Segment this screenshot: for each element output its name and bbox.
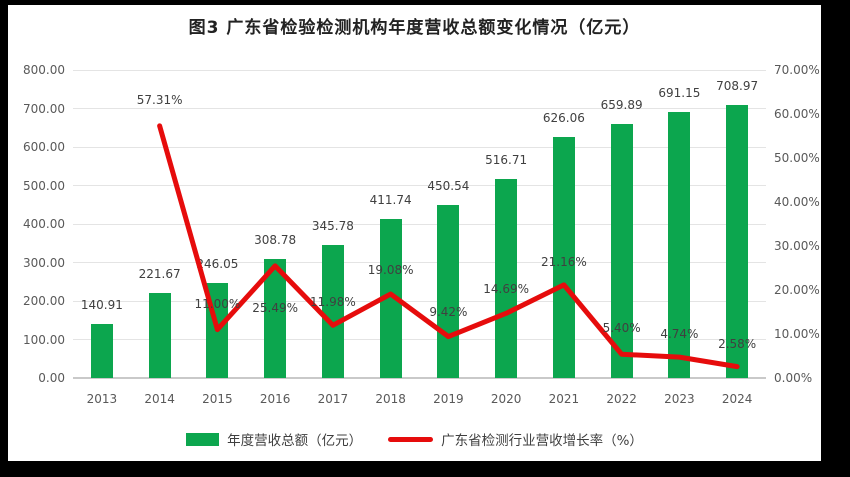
x-axis-label-2021: 2021 — [548, 392, 580, 406]
bar-label-2023: 691.15 — [658, 85, 701, 100]
gridline — [73, 69, 766, 71]
bar-2024 — [726, 105, 749, 378]
bar-label-2020: 516.71 — [485, 153, 528, 168]
y-axis-tick-right: 20.00% — [774, 283, 820, 297]
legend-label-growth-rate: 广东省检测行业营收增长率（%） — [441, 433, 643, 449]
line-point-label-2021: 21.16% — [540, 254, 587, 269]
bar-2020 — [495, 179, 518, 378]
x-axis-label-2015: 2015 — [202, 392, 233, 406]
gridline — [73, 377, 766, 379]
y-axis-tick-left: 500.00 — [23, 178, 65, 193]
legend-bar-swatch-icon — [186, 432, 220, 446]
y-axis-tick-left: 800.00 — [23, 63, 65, 77]
legend-line-swatch-icon — [388, 436, 434, 442]
x-axis-label-2024: 2024 — [721, 392, 753, 406]
y-axis-tick-right: 0.00% — [774, 371, 813, 385]
bar-label-2021: 626.06 — [542, 110, 585, 125]
bar-label-2014: 221.67 — [138, 266, 181, 281]
gridline — [73, 223, 766, 225]
bar-label-2016: 308.78 — [254, 233, 297, 248]
bar-2022 — [610, 123, 633, 378]
bar-label-2019: 450.54 — [427, 178, 470, 193]
line-point-label-2016: 25.49% — [252, 300, 298, 315]
x-axis-label-2020: 2020 — [490, 392, 522, 406]
line-point-label-2024: 2.58% — [718, 336, 757, 351]
x-axis-label-2017: 2017 — [317, 392, 349, 406]
bar-2021 — [552, 136, 575, 378]
y-axis-tick-right: 60.00% — [774, 107, 820, 121]
x-axis-label-2013: 2013 — [86, 392, 118, 406]
gridline — [73, 300, 766, 302]
bar-label-2017: 345.78 — [311, 218, 354, 233]
legend-label-annual-revenue: 年度营收总额（亿元） — [227, 433, 363, 449]
legend-item-annual-revenue: 年度营收总额（亿元） — [186, 429, 362, 449]
y-axis-tick-right: 50.00% — [774, 151, 820, 165]
bar-2013 — [90, 323, 113, 378]
y-axis-tick-right: 70.00% — [774, 63, 820, 77]
line-point-label-2015: 11.00% — [194, 296, 241, 311]
bar-label-2024: 708.97 — [716, 79, 759, 94]
gridline — [73, 262, 766, 263]
x-axis-label-2022: 2022 — [606, 392, 637, 406]
gridline — [73, 108, 766, 109]
bar-label-2018: 411.74 — [369, 193, 412, 208]
y-axis-tick-left: 200.00 — [23, 294, 65, 308]
x-axis-label-2019: 2019 — [433, 392, 464, 406]
line-point-label-2023: 4.74% — [660, 327, 699, 342]
chart-legend: 年度营收总额（亿元） 广东省检测行业营收增长率（%） — [8, 429, 821, 449]
bar-2018 — [379, 219, 402, 378]
y-axis-tick-left: 700.00 — [23, 101, 65, 116]
gridline — [73, 339, 766, 340]
x-axis-label-2014: 2014 — [144, 392, 175, 406]
bar-2017 — [321, 244, 344, 378]
line-point-label-2019: 9.42% — [429, 304, 468, 319]
legend-item-growth-rate: 广东省检测行业营收增长率（%） — [388, 429, 643, 449]
plot-area: 140.91 221.67 246.05 308.78 345.78 411.74 450.… — [73, 69, 766, 379]
bar-label-2015: 246.05 — [196, 257, 239, 272]
line-point-label-2017: 11.98% — [309, 295, 356, 310]
x-axis-label-2023: 2023 — [664, 392, 695, 406]
gridline — [73, 185, 766, 186]
chart-canvas: 图3 广东省检验检测机构年度营收总额变化情况（亿元） 0.00 100.00 200… — [8, 5, 821, 461]
y-axis-tick-right: 40.00% — [774, 195, 820, 209]
bar-2014 — [148, 292, 171, 378]
line-point-label-2018: 19.08% — [367, 263, 414, 278]
gridline — [73, 146, 766, 148]
x-axis-label-2016: 2016 — [259, 392, 291, 406]
y-axis-tick-left: 0.00 — [38, 371, 65, 385]
line-point-label-2022: 5.40% — [602, 321, 641, 336]
y-axis-tick-left: 100.00 — [23, 332, 65, 347]
x-axis-label-2018: 2018 — [375, 392, 406, 406]
line-point-label-2014: 57.31% — [136, 92, 183, 107]
bar-label-2013: 140.91 — [80, 297, 123, 312]
chart-title: 图3 广东省检验检测机构年度营收总额变化情况（亿元） — [188, 18, 641, 38]
bar-2023 — [668, 111, 691, 378]
y-axis-tick-right: 10.00% — [774, 327, 820, 341]
y-axis-tick-left: 400.00 — [23, 217, 65, 231]
y-axis-tick-right: 30.00% — [774, 239, 820, 253]
line-point-label-2020: 14.69% — [483, 282, 529, 297]
y-axis-tick-left: 300.00 — [23, 255, 65, 270]
bar-label-2022: 659.89 — [600, 97, 643, 112]
y-axis-tick-left: 600.00 — [23, 140, 65, 154]
bar-2016 — [264, 259, 287, 378]
growth-rate-line — [157, 123, 740, 370]
